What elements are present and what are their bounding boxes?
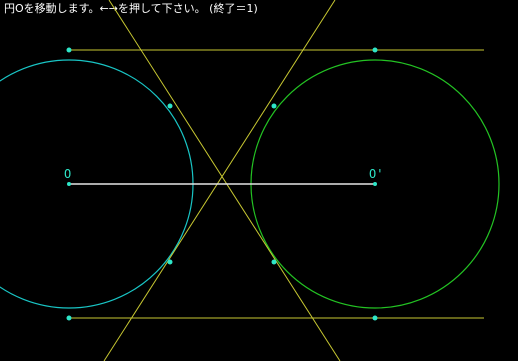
center-o-prime-label: O' <box>369 167 383 181</box>
tangent-point <box>167 259 173 265</box>
center-o-prime-point <box>373 182 377 186</box>
canvas-window[interactable]: 円Oを移動します。←→を押して下さい。 (終了＝1) O O' <box>0 0 518 361</box>
tangent-point <box>66 47 72 53</box>
tangent-point <box>66 315 72 321</box>
geometry-stage: O O' <box>0 0 500 361</box>
tangent-point <box>271 259 277 265</box>
internal-tangent-ascending <box>103 0 336 361</box>
tangent-point <box>372 47 378 53</box>
center-o-point <box>67 182 71 186</box>
internal-tangent-descending <box>108 0 341 361</box>
tangent-point <box>372 315 378 321</box>
center-o-label: O <box>64 167 71 181</box>
instruction-text: 円Oを移動します。←→を押して下さい。 (終了＝1) <box>4 2 258 15</box>
tangent-point <box>271 103 277 109</box>
tangent-point <box>167 103 173 109</box>
